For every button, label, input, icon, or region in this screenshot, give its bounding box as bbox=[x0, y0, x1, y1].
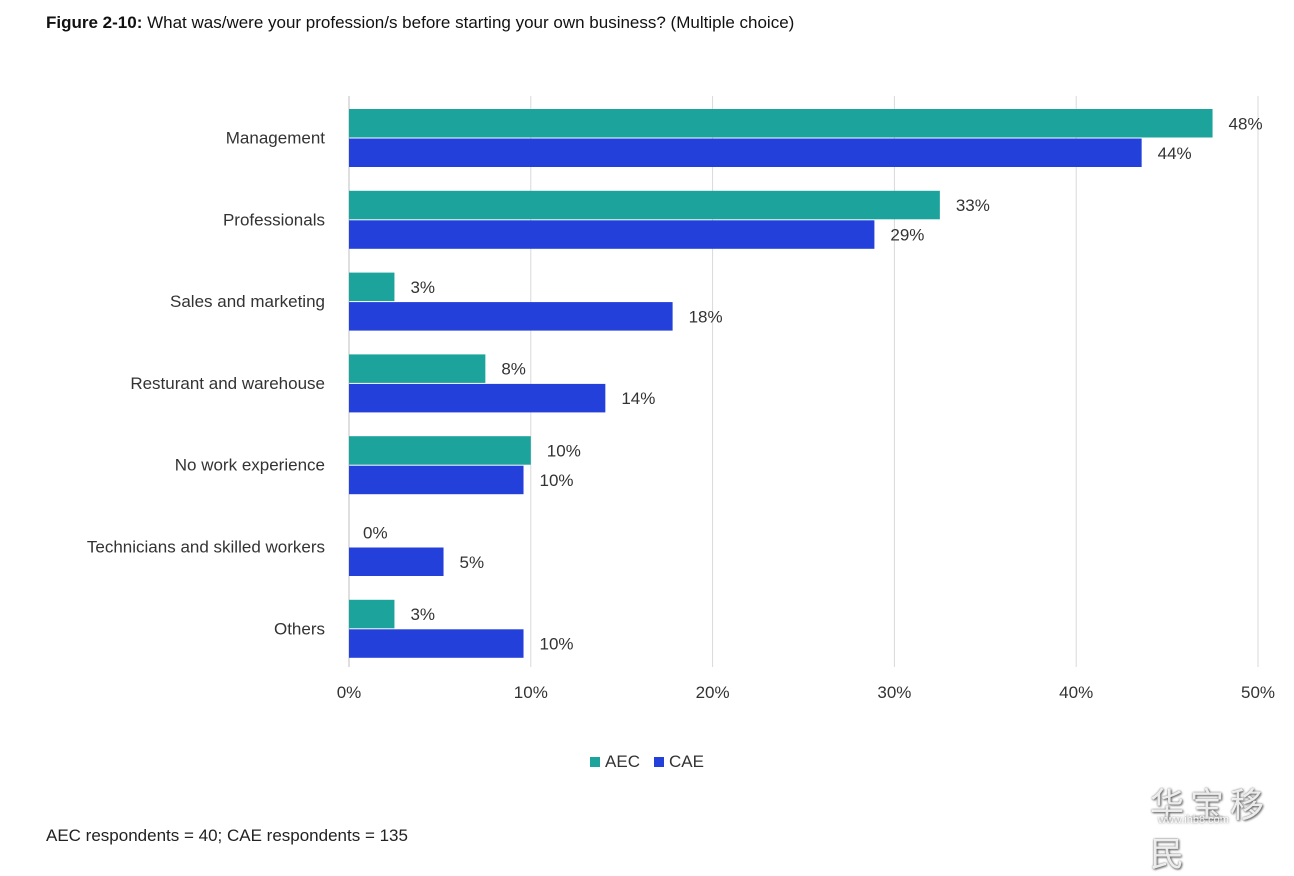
category-label: Technicians and skilled workers bbox=[87, 538, 325, 557]
legend-item-aec: AEC bbox=[590, 752, 640, 772]
bar-chart: 0% 10% 20% 30% 40% 50% Management 48% 44% Profess… bbox=[87, 96, 1275, 702]
bar-aec bbox=[349, 599, 395, 629]
respondents-footnote: AEC respondents = 40; CAE respondents = … bbox=[46, 826, 408, 845]
bar-cae bbox=[349, 138, 1142, 167]
data-label: 44% bbox=[1158, 144, 1192, 163]
data-label: 10% bbox=[547, 441, 581, 460]
bar-cae bbox=[349, 547, 444, 576]
bar-cae bbox=[349, 629, 524, 658]
category-label: Sales and marketing bbox=[170, 292, 325, 311]
chart-legend: AEC CAE bbox=[0, 752, 1294, 772]
data-label: 33% bbox=[956, 196, 990, 215]
data-label: 3% bbox=[410, 278, 435, 297]
category-label: Professionals bbox=[223, 210, 325, 229]
category-label: Resturant and warehouse bbox=[130, 374, 325, 393]
data-label: 5% bbox=[460, 553, 485, 572]
x-tick-label: 0% bbox=[337, 683, 362, 702]
x-tick-label: 40% bbox=[1059, 683, 1093, 702]
x-tick-label: 30% bbox=[877, 683, 911, 702]
bar-cae bbox=[349, 220, 875, 249]
figure-number: Figure 2-10: bbox=[46, 13, 143, 32]
legend-swatch-aec bbox=[590, 757, 601, 767]
watermark-url: www.ihb8.com bbox=[1158, 814, 1229, 826]
legend-item-cae: CAE bbox=[654, 752, 704, 772]
legend-label-cae: CAE bbox=[669, 752, 704, 771]
data-label: 14% bbox=[621, 389, 655, 408]
data-label: 18% bbox=[689, 307, 723, 326]
bar-aec bbox=[349, 272, 395, 302]
data-label: 3% bbox=[410, 605, 435, 624]
bar-aec bbox=[349, 436, 531, 465]
bar-cae bbox=[349, 465, 524, 495]
bar-aec bbox=[349, 109, 1213, 138]
bar-aec bbox=[349, 354, 486, 383]
watermark-logo: 华宝移民 bbox=[1150, 786, 1270, 875]
x-tick-label: 50% bbox=[1241, 683, 1275, 702]
x-tick-label: 10% bbox=[514, 683, 548, 702]
data-label: 0% bbox=[363, 523, 388, 542]
data-label: 10% bbox=[540, 635, 574, 654]
category-label: Others bbox=[274, 619, 325, 638]
bar-cae bbox=[349, 302, 673, 331]
bar-aec bbox=[349, 190, 940, 220]
data-label: 8% bbox=[501, 360, 526, 379]
data-label: 29% bbox=[890, 226, 924, 245]
figure-question: What was/were your profession/s before s… bbox=[142, 13, 795, 32]
data-label: 48% bbox=[1229, 114, 1263, 133]
x-tick-label: 20% bbox=[696, 683, 730, 702]
legend-label-aec: AEC bbox=[605, 752, 640, 771]
bar-cae bbox=[349, 383, 606, 413]
legend-swatch-cae bbox=[654, 757, 664, 767]
data-label: 10% bbox=[540, 471, 574, 490]
category-label: No work experience bbox=[175, 456, 325, 475]
category-label: Management bbox=[226, 129, 326, 148]
chart-title: Figure 2-10: What was/were your professi… bbox=[46, 13, 794, 33]
